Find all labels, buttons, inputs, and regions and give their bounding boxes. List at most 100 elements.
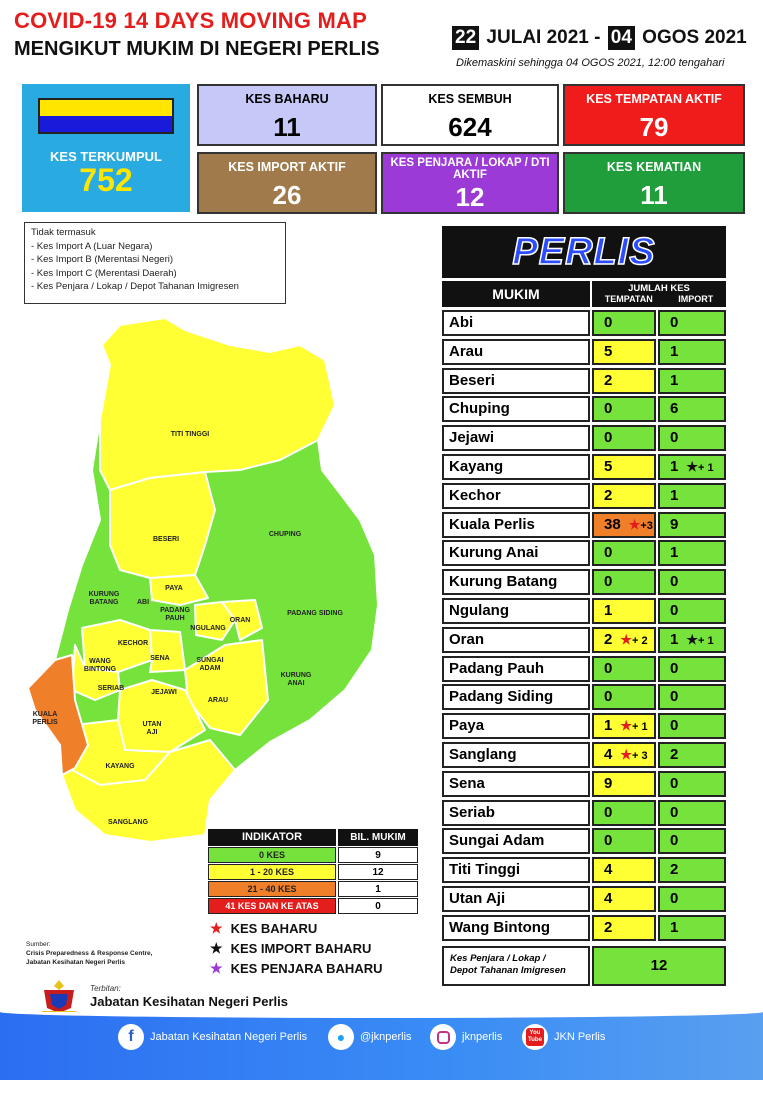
indikator-count: 9 [338,847,418,863]
tempatan-cell: 0 [592,828,656,855]
youtube-link[interactable]: You Tube JKN Perlis [522,1024,605,1050]
date-from-day: 22 [452,26,480,50]
tempatan-cell: 0 [592,799,656,826]
star-icon: ★ [210,920,223,936]
import-cell: 0 [658,598,726,624]
map-region-sena [149,629,186,673]
mukim-name: Sungai Adam [442,828,590,855]
col-import-label: IMPORT [678,294,714,304]
tempatan-value: 4 [604,746,613,763]
map-region-oran [221,599,263,641]
twitter-link[interactable]: ● @jknperlis [328,1024,412,1050]
tempatan-cell: 0 [592,540,656,567]
star-icon: ★ [210,940,223,956]
import-value: 1 [670,486,679,504]
date-to-rest: OGOS 2021 [642,27,747,48]
map-label-arau: ARAU [208,697,228,704]
star-legend-label: KES BAHARU [230,921,318,936]
import-cell: 0 [658,770,726,797]
stat-value: 79 [639,112,669,142]
mukim-name: Padang Pauh [442,655,590,682]
instagram-link[interactable]: jknperlis [430,1024,502,1050]
map-label-kechor: KECHOR [118,640,148,647]
import-value: 1 [670,458,679,475]
map-region-sanglang [61,739,236,843]
import-cell: 1 ★+ 1 [658,454,726,480]
stat-label: KES BAHARU [245,92,329,106]
import-cell: 0 [658,886,726,912]
col-tempatan-label: TEMPATAN [604,294,653,304]
indikator-range: 0 KES [208,847,336,863]
map-label-beseri: BESERI [153,536,179,543]
twitter-icon: ● [328,1024,354,1050]
import-cell: 0 [658,569,726,596]
mukim-name: Utan Aji [442,886,590,912]
map-label-padang-siding: PADANG SIDING [287,610,343,617]
subtitle: MENGIKUT MUKIM DI NEGERI PERLIS [14,38,380,60]
col-jumlah-label: JUMLAH KES [628,283,690,294]
instagram-text: jknperlis [462,1031,503,1043]
new-case-star-icon: ★ [620,631,632,647]
tempatan-cell: 2 [592,482,656,509]
new-case-count: + 3 [632,750,648,762]
stat-label: KES TEMPATAN AKTIF [586,92,722,106]
import-cell: 0 [658,713,726,740]
import-value: 0 [670,774,679,792]
import-cell: 1 ★+ 1 [658,626,726,653]
new-case-count: +3 [640,519,653,532]
map-label-padang-pauh: PADANG PAUH [160,607,190,622]
footer: f Jabatan Kesihatan Negeri Perlis ● @jkn… [0,1012,763,1091]
stat-value: 752 [79,162,133,198]
stat-kes-kematian: KES KEMATIAN 11 [563,152,745,214]
mukim-name: Sena [442,770,590,797]
import-cell: 2 [658,742,726,768]
tempatan-value: 0 [604,573,613,591]
map-label-kayang: KAYANG [105,763,135,770]
stat-kes-import-aktif: KES IMPORT AKTIF 26 [197,152,377,214]
facebook-link[interactable]: f Jabatan Kesihatan Negeri Perlis [118,1024,307,1050]
source-line1: Crisis Preparedness & Response Centre, [26,950,153,957]
exclusion-note: Tidak termasuk - Kes Import A (Luar Nega… [24,222,286,304]
tempatan-value: 5 [604,458,613,475]
stat-kes-penjara: KES PENJARA / LOKAP / DTI AKTIF 12 [381,152,559,214]
tempatan-value: 2 [604,486,613,504]
date-range: 22 JULAI 2021 - 04 OGOS 2021 [452,26,749,50]
perlis-banner: PERLIS [442,226,726,278]
import-value: 0 [670,832,679,850]
mukim-name: Arau [442,338,590,365]
map-label-abi: ABI [137,599,149,606]
mukim-name: Titi Tinggi [442,857,590,884]
map-label-sungai-adam: SUNGAI ADAM [196,657,223,672]
tempatan-cell: 2 ★+ 2 [592,626,656,653]
tempatan-value: 4 [604,890,613,907]
tempatan-value: 2 [604,630,613,648]
map-label-titi-tinggi: TITI TINGGI [171,431,210,438]
tempatan-cell: 0 [592,684,656,711]
new-case-count: + 2 [632,634,648,647]
youtube-text: JKN Perlis [554,1031,606,1043]
penjara-label: Kes Penjara / Lokap / Depot Tahanan Imig… [442,946,590,986]
note-title: Tidak termasuk [31,227,96,238]
updated-text: Dikemaskini sehingga 04 OGOS 2021, 12:00… [456,57,725,69]
import-value: 0 [670,659,679,677]
tempatan-cell: 0 [592,310,656,336]
stat-label: KES KEMATIAN [606,160,702,174]
new-case-count: + 1 [632,721,648,734]
mukim-name: Kayang [442,454,590,480]
import-cell: 1 [658,914,726,941]
perlis-title: PERLIS [512,230,656,274]
indikator-count: 12 [338,864,418,880]
import-value: 9 [670,515,679,533]
mukim-name: Wang Bintong [442,914,590,941]
footer-websites[interactable]: jknperlis.moh.gov.my ■ www.myhealth.gov.… [221,1079,560,1091]
tempatan-value: 2 [604,371,613,389]
tempatan-cell: 0 [592,425,656,452]
indikator-count: 0 [338,898,418,914]
map-label-chuping: CHUPING [269,531,302,538]
facebook-icon: f [118,1024,144,1050]
new-case-star-icon: ★ [620,747,632,762]
mukim-name: Jejawi [442,425,590,452]
stat-value: 26 [272,180,302,210]
mukim-name: Chuping [442,396,590,423]
title: COVID-19 14 DAYS MOVING MAP [14,8,368,33]
